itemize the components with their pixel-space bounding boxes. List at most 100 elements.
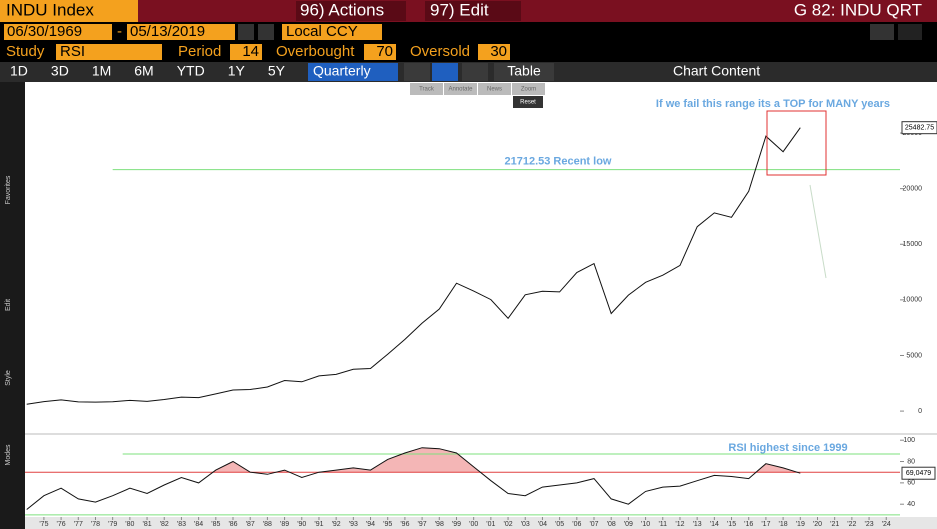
actions: 96) Actions: [300, 0, 384, 19]
x-tick-label: '04: [538, 521, 547, 528]
x-tick-label: '16: [744, 521, 753, 528]
y-tick-label: 10000: [903, 297, 923, 304]
rsi-panel: [25, 435, 937, 517]
mini-button[interactable]: [513, 96, 543, 108]
y-tick-label: 20000: [903, 186, 923, 193]
table-button[interactable]: [494, 63, 554, 81]
y-tick-label: 100: [903, 437, 915, 444]
x-tick-label: '90: [297, 521, 306, 528]
range-button[interactable]: 5Y: [268, 63, 286, 79]
last-value: 25482.75: [905, 125, 934, 132]
x-tick-label: '75: [39, 521, 48, 528]
range-button[interactable]: 1M: [92, 63, 111, 79]
x-tick-label: '08: [607, 521, 616, 528]
mini-label: Track: [419, 87, 435, 93]
overbought-box[interactable]: [364, 44, 396, 60]
oversold-label: Oversold: [410, 43, 470, 60]
x-tick-label: '79: [108, 521, 117, 528]
period-box[interactable]: [230, 44, 262, 60]
range-button[interactable]: 1Y: [228, 63, 246, 79]
x-tick-label: '92: [332, 521, 341, 528]
currency-box[interactable]: [282, 24, 382, 40]
rsi-annotation: RSI highest since 1999: [728, 442, 847, 454]
x-tick-label: '11: [658, 521, 667, 528]
study-box[interactable]: [56, 44, 162, 60]
oversold-box[interactable]: [478, 44, 510, 60]
range-button[interactable]: 6M: [134, 63, 153, 79]
range-button[interactable]: 3D: [51, 63, 69, 79]
y-tick-label: 5000: [906, 352, 922, 359]
mini-label: Annotate: [448, 87, 473, 93]
end-date: 05/13/2019: [130, 23, 205, 40]
x-tick-label: '24: [882, 521, 891, 528]
x-tick-label: '05: [555, 521, 564, 528]
x-tick-label: '76: [57, 521, 66, 528]
bar-button[interactable]: [432, 63, 458, 81]
mini-button[interactable]: [444, 83, 477, 95]
x-tick-label: '82: [160, 521, 169, 528]
x-tick-label: '20: [813, 521, 822, 528]
end-box[interactable]: [127, 24, 235, 40]
x-tick-label: '93: [349, 521, 358, 528]
currency: Local CCY: [286, 23, 358, 40]
mini-label: Zoom: [521, 87, 536, 93]
chart-content[interactable]: Chart Content: [673, 63, 760, 79]
undo-button[interactable]: [870, 24, 894, 40]
oversold: 30: [490, 43, 507, 60]
last-value-box: [901, 121, 937, 135]
side-label: Modes: [5, 444, 12, 466]
x-tick-label: '84: [194, 521, 203, 528]
x-tick-label: '02: [503, 521, 512, 528]
arrow: [809, 184, 827, 279]
x-tick-label: '18: [779, 521, 788, 528]
x-tick-label: '21: [830, 521, 839, 528]
start-box[interactable]: [4, 24, 112, 40]
frequency: Quarterly: [313, 63, 371, 79]
side-label: Style: [5, 370, 12, 386]
x-tick-label: '13: [693, 521, 702, 528]
mini-label: Reset: [520, 100, 536, 106]
series-line: [26, 127, 801, 405]
frequency-button[interactable]: [308, 63, 398, 81]
x-tick-label: '00: [469, 521, 478, 528]
redo-button[interactable]: [898, 24, 922, 40]
start-date: 06/30/1969: [7, 23, 82, 40]
mini-button[interactable]: [478, 83, 511, 95]
side-label: Favorites: [5, 175, 12, 204]
ticker-box[interactable]: [0, 0, 138, 22]
x-tick-label: '19: [796, 521, 805, 528]
mini-button[interactable]: [410, 83, 443, 95]
overbought-fill: [26, 447, 801, 473]
x-tick-label: '03: [521, 521, 530, 528]
x-tick-label: '77: [74, 521, 83, 528]
x-tick-label: '96: [400, 521, 409, 528]
x-tick-label: '91: [314, 521, 323, 528]
line-button[interactable]: [404, 63, 430, 81]
x-tick-label: '87: [246, 521, 255, 528]
range-button[interactable]: YTD: [177, 63, 205, 79]
edit: 97) Edit: [430, 0, 489, 19]
annotation: If we fail this range its a TOP for MANY…: [656, 98, 890, 110]
range-button[interactable]: 1D: [10, 63, 28, 79]
y-tick-label: 80: [907, 458, 915, 465]
overbought-label: Overbought: [276, 43, 355, 60]
type-menu[interactable]: [462, 63, 488, 81]
x-tick-label: '97: [418, 521, 427, 528]
study-label: Study: [6, 43, 45, 60]
series-line: [26, 447, 801, 510]
actions-button[interactable]: [296, 1, 406, 21]
next-button[interactable]: [258, 24, 274, 40]
mini-button[interactable]: [512, 83, 545, 95]
y-tick-label: 60: [907, 480, 915, 487]
x-tick-label: '06: [572, 521, 581, 528]
edit-button[interactable]: [425, 1, 521, 21]
prev-button[interactable]: [238, 24, 254, 40]
x-tick-label: '09: [624, 521, 633, 528]
x-tick-label: '98: [435, 521, 444, 528]
x-tick-label: '07: [589, 521, 598, 528]
x-tick-label: '15: [727, 521, 736, 528]
last-value-box: [901, 466, 936, 480]
y-tick-label: 0: [918, 408, 922, 415]
mini-label: News: [487, 87, 502, 93]
